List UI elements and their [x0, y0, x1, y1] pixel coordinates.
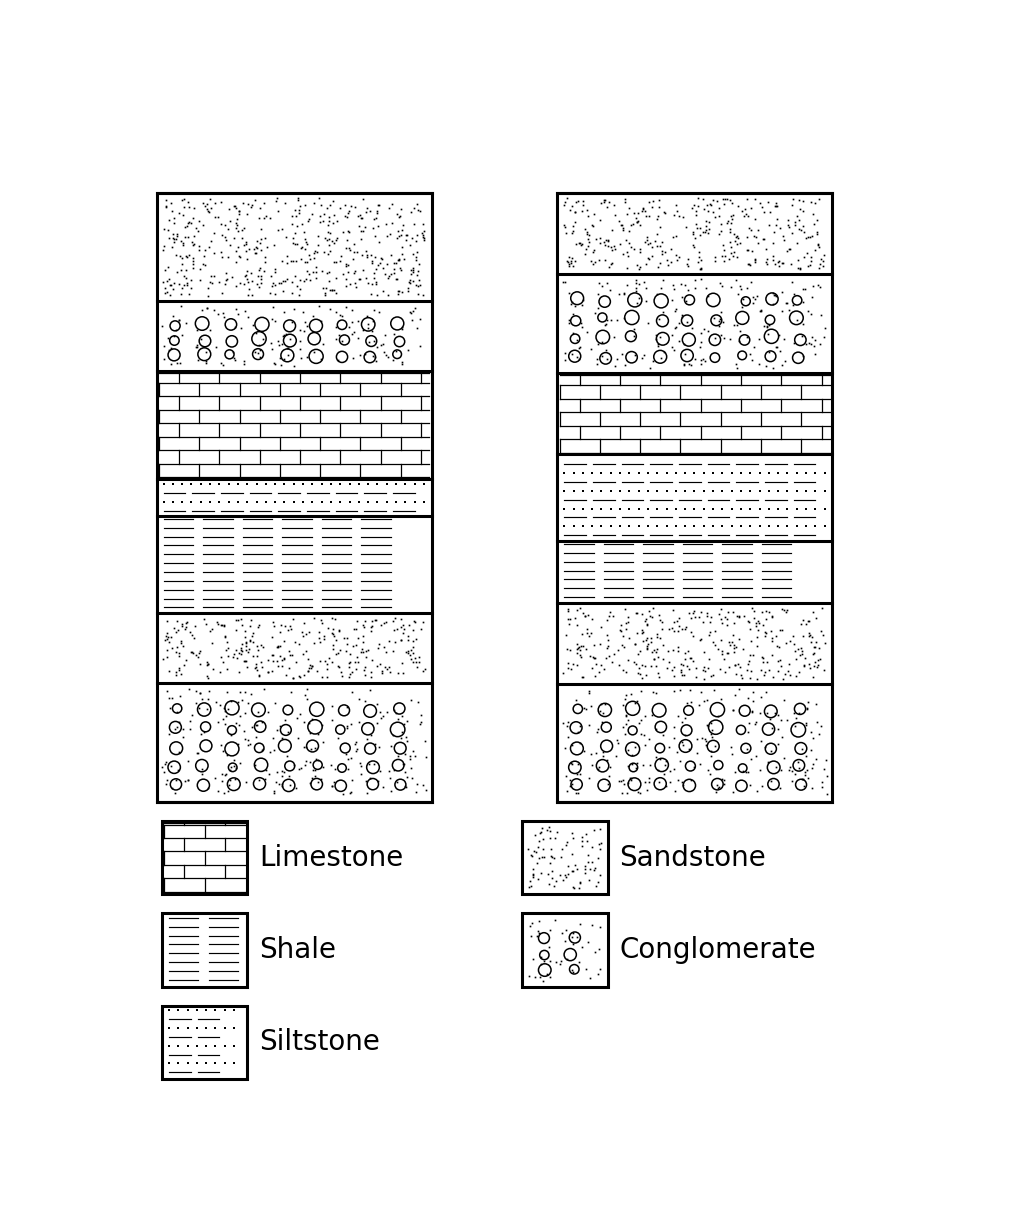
- Bar: [523, 821, 607, 894]
- Bar: [157, 684, 431, 802]
- Text: Siltstone: Siltstone: [259, 1028, 379, 1056]
- Text: Sandstone: Sandstone: [619, 844, 766, 872]
- Bar: [557, 193, 832, 802]
- Bar: [162, 913, 247, 987]
- Bar: [523, 821, 607, 894]
- Bar: [162, 913, 247, 987]
- Bar: [557, 454, 832, 541]
- Bar: [157, 302, 431, 371]
- Text: Limestone: Limestone: [259, 844, 403, 872]
- Bar: [162, 821, 247, 894]
- Bar: [557, 374, 832, 454]
- Bar: [157, 613, 431, 684]
- Bar: [157, 371, 431, 479]
- Bar: [157, 516, 431, 613]
- Bar: [557, 275, 832, 374]
- Bar: [162, 1006, 247, 1079]
- Bar: [157, 479, 431, 516]
- Bar: [557, 603, 832, 684]
- Bar: [557, 193, 832, 275]
- Bar: [157, 193, 431, 802]
- Text: Shale: Shale: [259, 937, 336, 965]
- Bar: [157, 193, 431, 302]
- Bar: [557, 684, 832, 802]
- Text: Conglomerate: Conglomerate: [619, 937, 816, 965]
- Bar: [162, 1006, 247, 1079]
- Bar: [523, 913, 607, 987]
- Bar: [557, 541, 832, 603]
- Bar: [162, 821, 247, 894]
- Bar: [523, 913, 607, 987]
